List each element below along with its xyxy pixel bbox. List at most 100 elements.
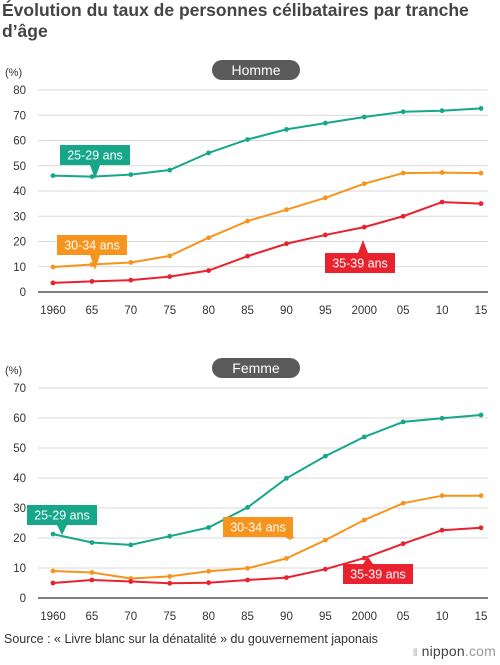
x-tick-label: 05 (397, 305, 410, 317)
data-point (167, 580, 173, 586)
data-point (206, 580, 212, 586)
x-tick-label: 80 (202, 611, 215, 623)
series-label: 30-34 ans (64, 239, 120, 253)
data-point (478, 493, 484, 499)
data-point (245, 253, 250, 259)
data-point (89, 278, 95, 284)
data-point (167, 574, 173, 579)
x-tick-label: 1960 (40, 611, 66, 623)
data-point (439, 170, 445, 175)
data-point (322, 537, 328, 543)
brand-mark-icon: ⦀ (413, 648, 418, 659)
y-tick-label: 20 (13, 533, 26, 545)
data-point (206, 235, 212, 241)
panel-title-pill (212, 60, 300, 80)
y-tick-label: 0 (20, 287, 26, 299)
data-point (245, 505, 250, 510)
series-label-box (343, 564, 413, 584)
y-tick-label: 30 (13, 211, 26, 223)
data-point (167, 274, 173, 279)
data-point (245, 137, 250, 142)
data-point (89, 174, 95, 180)
data-point (167, 167, 173, 173)
callout-pointer (90, 255, 100, 270)
data-point (128, 542, 134, 548)
data-point (400, 419, 406, 425)
series-label-box (27, 505, 97, 525)
x-tick-label: 95 (319, 611, 332, 623)
chart-homme: (%) 0 10 20 30 40 50 60 70 80 1960 65 70 75 80 85 90 95 20… (5, 60, 488, 317)
chart-femme: (%) 0 10 20 30 40 50 60 70 1960 65 70 75 80 85 90 95 2000… (5, 358, 488, 623)
data-point (322, 453, 328, 459)
data-point (245, 577, 250, 583)
series-line-25-29-ans (52, 107, 482, 178)
callout-pointer (363, 557, 373, 564)
data-point (89, 577, 95, 583)
series-label: 35-39 ans (350, 568, 406, 582)
data-point (284, 207, 289, 213)
data-point (322, 195, 328, 201)
series-label-box (325, 253, 395, 273)
data-point (322, 232, 328, 238)
data-point (128, 277, 134, 283)
x-tick-label: 2000 (351, 611, 377, 623)
data-point (128, 172, 134, 177)
data-point (50, 173, 56, 178)
data-point (50, 264, 56, 270)
x-tick-label: 80 (202, 305, 215, 317)
data-point (361, 434, 367, 440)
data-point (361, 517, 367, 523)
data-point (206, 525, 212, 530)
y-tick-label: 40 (13, 186, 26, 198)
callout-pointer (285, 537, 295, 540)
x-tick-label: 85 (241, 611, 254, 623)
x-tick-label: 90 (280, 611, 293, 623)
x-tick-label: 15 (475, 305, 488, 317)
series-label: 35-39 ans (332, 257, 388, 271)
data-point (284, 126, 289, 132)
data-point (50, 280, 56, 286)
data-point (206, 568, 212, 574)
data-point (284, 575, 289, 580)
y-tick-label: 30 (13, 503, 26, 515)
data-point (478, 106, 484, 111)
data-point (167, 253, 173, 259)
series-label-box (223, 517, 293, 537)
x-tick-label: 70 (124, 611, 137, 623)
series-line-30-34-ans (52, 494, 481, 580)
data-point (478, 412, 484, 418)
data-point (478, 525, 484, 531)
chart-title: Évolution du taux de personnes célibatai… (2, 0, 469, 41)
source-note: Source : « Livre blanc sur la dénatalité… (4, 632, 378, 646)
y-tick-label: 10 (13, 262, 26, 274)
x-tick-label: 90 (280, 305, 293, 317)
data-point (439, 199, 445, 205)
brand-logo[interactable]: ⦀ nippon.com (413, 643, 496, 659)
x-tick-label: 65 (86, 305, 99, 317)
data-point (400, 213, 406, 219)
y-tick-label: 60 (13, 136, 26, 148)
y-tick-label: 10 (13, 563, 26, 575)
data-point (400, 109, 406, 115)
x-tick-label: 65 (86, 611, 99, 623)
y-tick-label: 60 (13, 413, 26, 425)
y-tick-label: 70 (13, 383, 26, 395)
callout-pointer (358, 240, 368, 253)
data-point (50, 531, 56, 537)
x-tick-label: 85 (241, 305, 254, 317)
y-tick-label: 20 (13, 237, 26, 249)
x-tick-label: 1960 (40, 305, 66, 317)
series-label-box (57, 235, 127, 255)
series-label-box (60, 145, 130, 165)
data-point (361, 114, 367, 120)
data-point (89, 540, 95, 545)
data-point (284, 556, 289, 561)
data-point (439, 493, 445, 499)
data-point (245, 565, 250, 571)
series-label: 25-29 ans (34, 509, 90, 523)
data-point (128, 579, 134, 584)
x-tick-label: 10 (436, 611, 449, 623)
data-point (439, 108, 445, 114)
data-point (206, 268, 212, 273)
x-tick-label: 75 (163, 611, 176, 623)
